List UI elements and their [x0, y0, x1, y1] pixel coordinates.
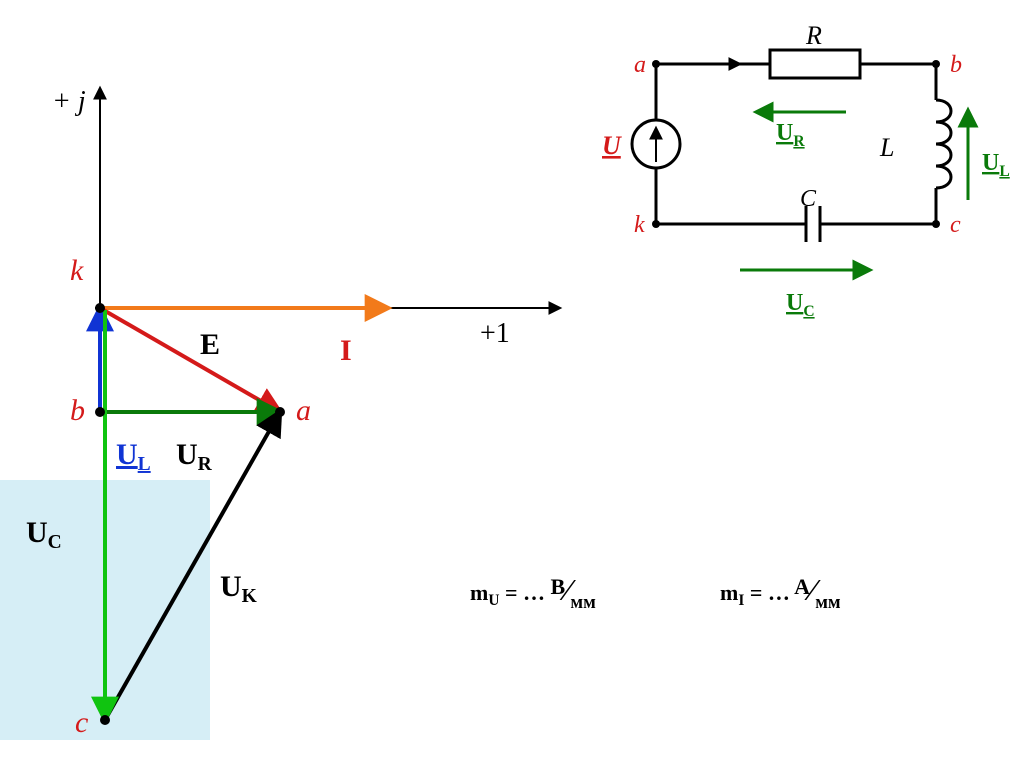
svg-text:mI = … A⁄мм: mI = … A⁄мм	[720, 573, 841, 613]
svg-text:b: b	[950, 52, 962, 78]
svg-text:a: a	[634, 52, 646, 78]
circuit: R L Ca b c k U UR UL UC	[602, 21, 1010, 320]
svg-text:C: C	[800, 186, 817, 212]
svg-text:I: I	[340, 334, 352, 367]
svg-text:c: c	[75, 706, 88, 739]
diagram-svg: + j+1kabcEIULURUCUKRLCabckUURULUCmU = … …	[0, 0, 1024, 767]
svg-text:a: a	[296, 394, 311, 427]
svg-text:UK: UK	[220, 570, 258, 607]
vector-E	[100, 308, 280, 412]
svg-text:UL: UL	[982, 150, 1010, 180]
svg-text:+1: +1	[480, 318, 510, 349]
svg-text:UC: UC	[786, 290, 815, 320]
svg-text:UR: UR	[776, 120, 805, 150]
svg-text:R: R	[805, 21, 822, 50]
svg-text:UL: UL	[116, 438, 151, 475]
svg-text:UR: UR	[176, 438, 213, 475]
svg-text:E: E	[200, 328, 220, 361]
svg-text:c: c	[950, 212, 961, 238]
svg-text:k: k	[70, 254, 84, 287]
svg-text:U: U	[602, 131, 622, 160]
svg-text:mU = … B⁄мм: mU = … B⁄мм	[470, 573, 596, 613]
svg-text:b: b	[70, 394, 85, 427]
svg-text:L: L	[879, 133, 894, 162]
svg-text:k: k	[634, 212, 645, 238]
svg-text:+ j: + j	[52, 86, 86, 117]
